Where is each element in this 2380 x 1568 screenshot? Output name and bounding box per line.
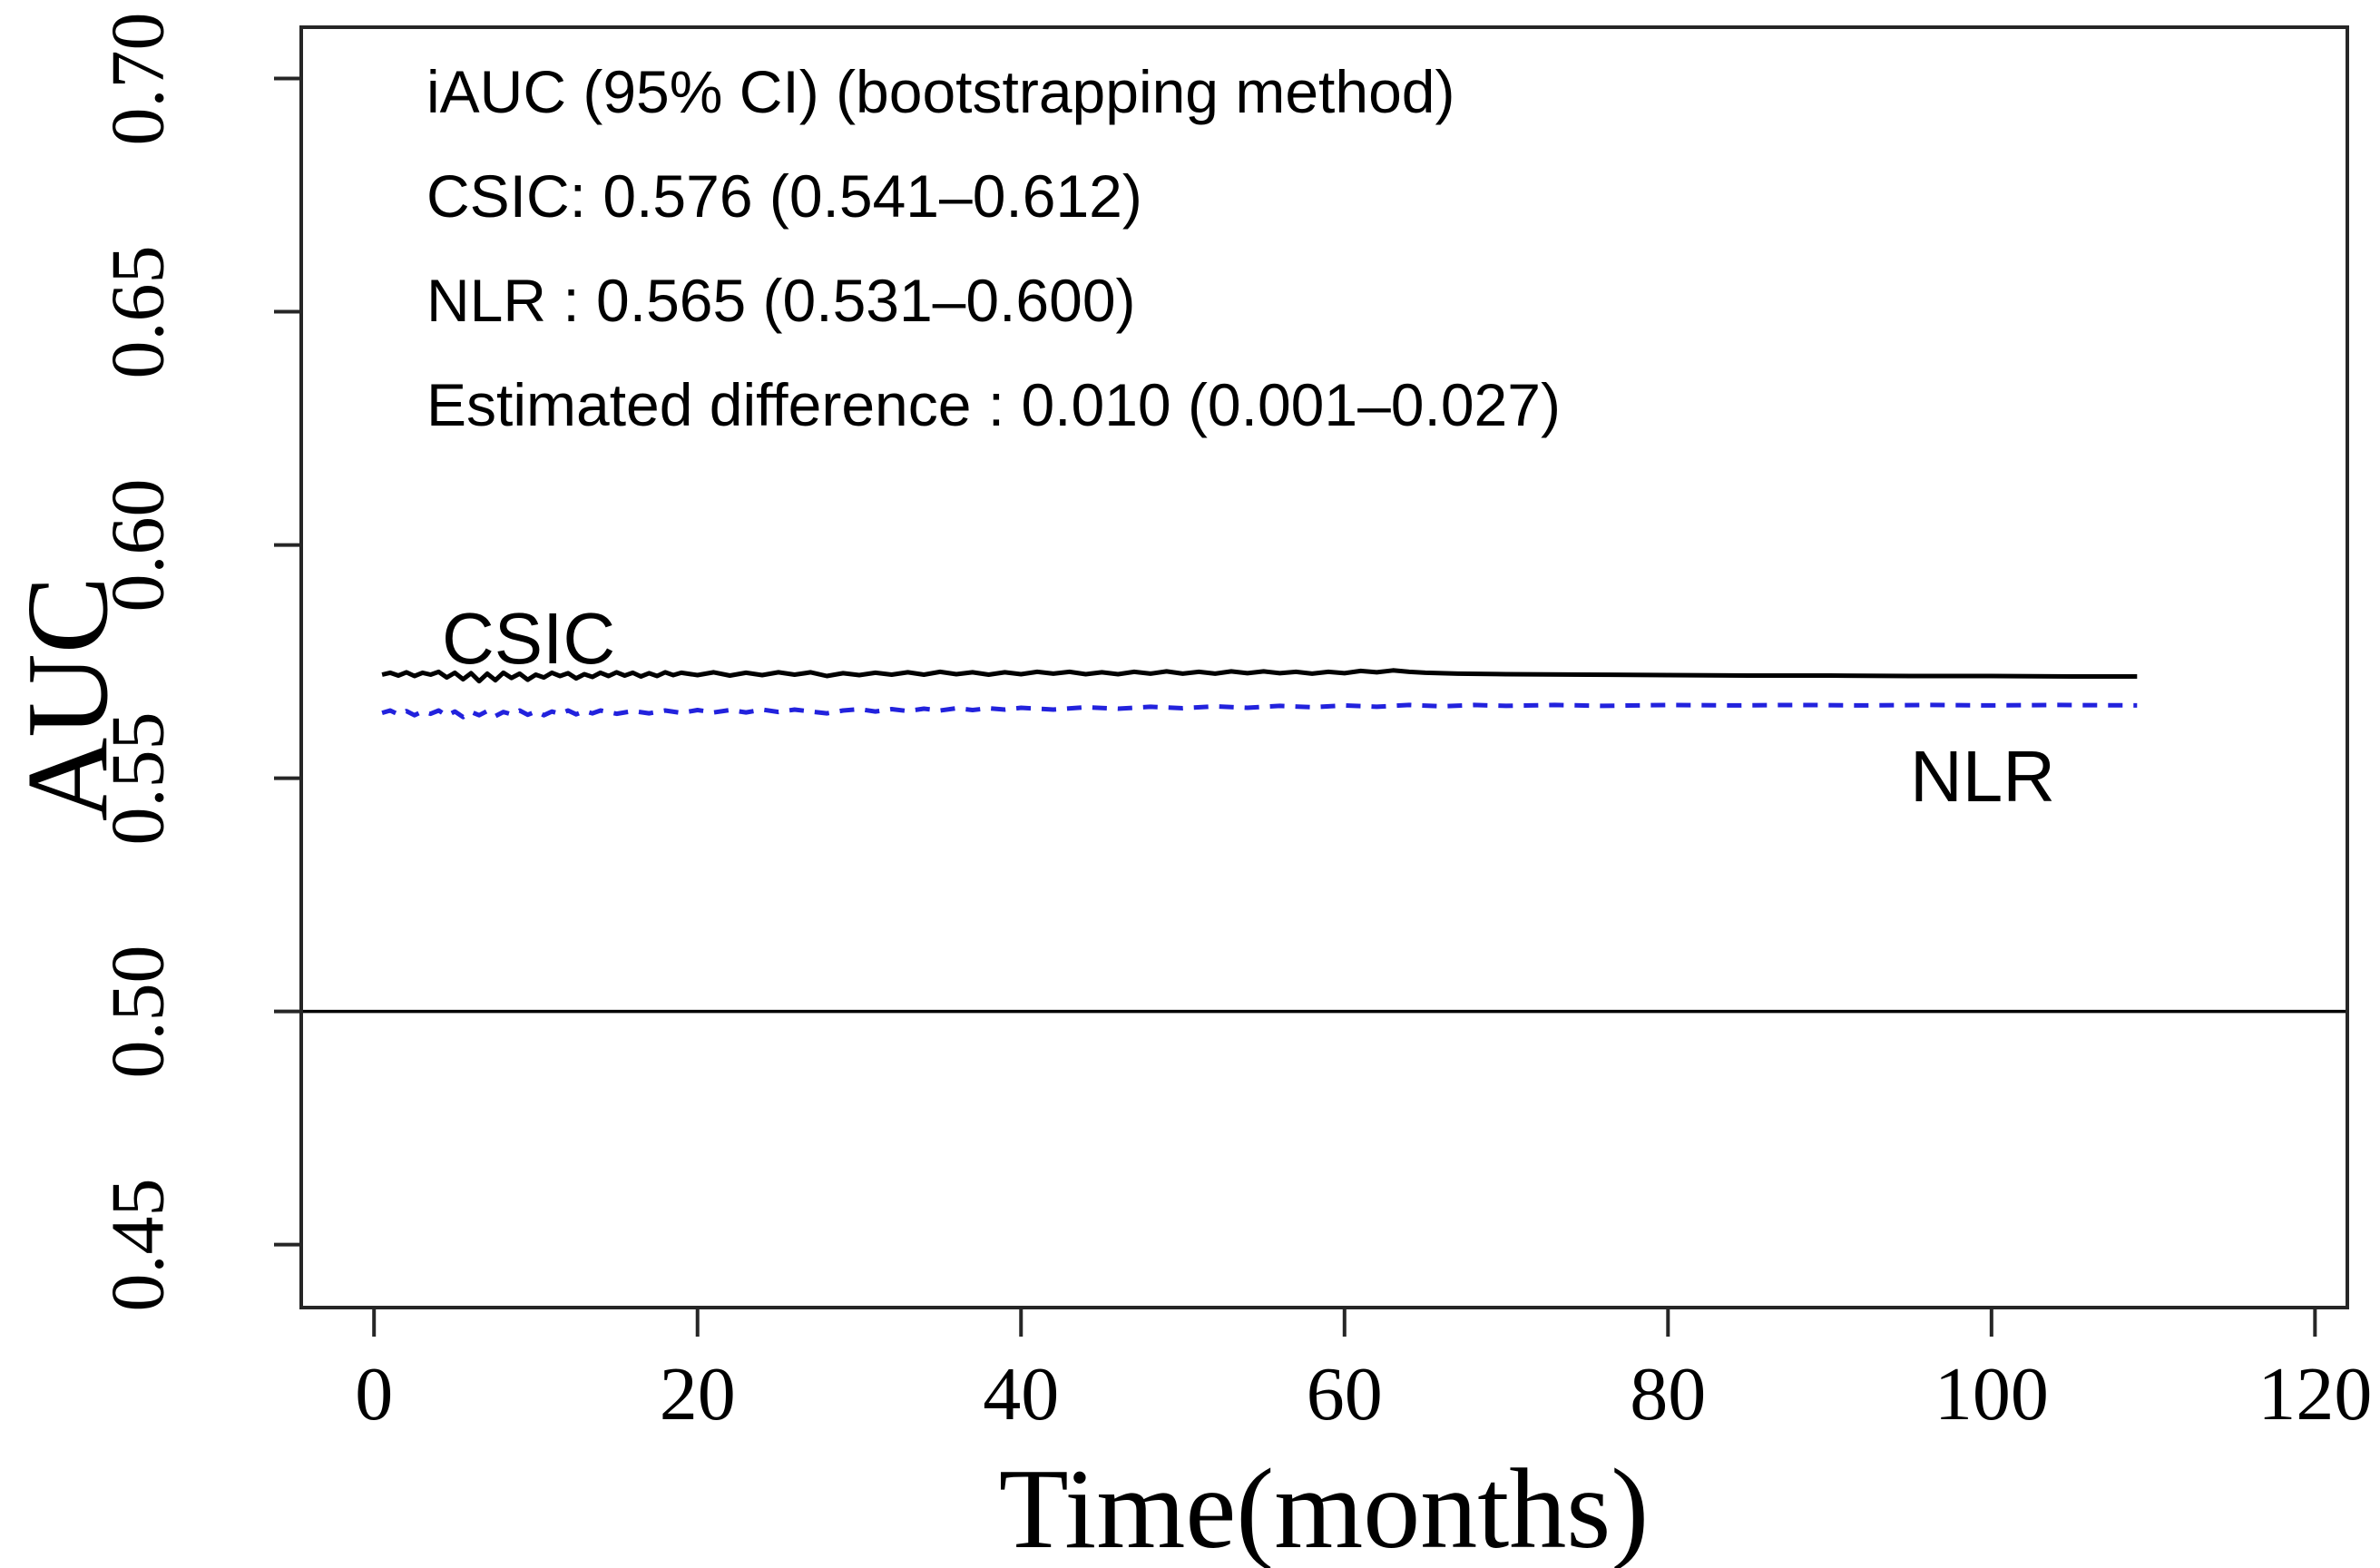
x-tick-label-0: 0	[355, 1352, 394, 1436]
series-label-csic: CSIC	[442, 598, 616, 679]
x-axis-title: Time(months)	[998, 1446, 1650, 1568]
x-tick-label-40: 40	[983, 1352, 1060, 1436]
x-tick-label-60: 60	[1306, 1352, 1383, 1436]
y-tick-label-0.65: 0.65	[95, 245, 181, 379]
y-tick-label-0.60: 0.60	[95, 478, 181, 612]
y-tick-label-0.45: 0.45	[95, 1178, 181, 1312]
y-tick-label-0.70: 0.70	[95, 12, 181, 146]
csic-line	[381, 668, 2138, 684]
x-tick-label-80: 80	[1630, 1352, 1707, 1436]
x-tick-label-120: 120	[2258, 1352, 2373, 1436]
x-tick-label-20: 20	[659, 1352, 736, 1436]
annotation-line-csic-stat: CSIC: 0.576 (0.541–0.612)	[426, 162, 1142, 230]
annotation-block: iAUC (95% CI) (bootstrapping method) CSI…	[426, 40, 1561, 457]
annotation-line-estimated-difference: Estimated difference : 0.010 (0.001–0.02…	[426, 371, 1561, 438]
annotation-line-nlr-stat: NLR : 0.565 (0.531–0.600)	[426, 267, 1136, 334]
y-tick-label-0.55: 0.55	[95, 711, 181, 846]
x-tick-label-100: 100	[1934, 1352, 2049, 1436]
annotation-line-iauc-header: iAUC (95% CI) (bootstrapping method)	[426, 58, 1455, 125]
plot-frame	[299, 25, 2349, 1309]
series-label-nlr: NLR	[1910, 736, 2056, 817]
nlr-line	[381, 702, 2138, 720]
y-tick-label-0.50: 0.50	[95, 945, 181, 1079]
